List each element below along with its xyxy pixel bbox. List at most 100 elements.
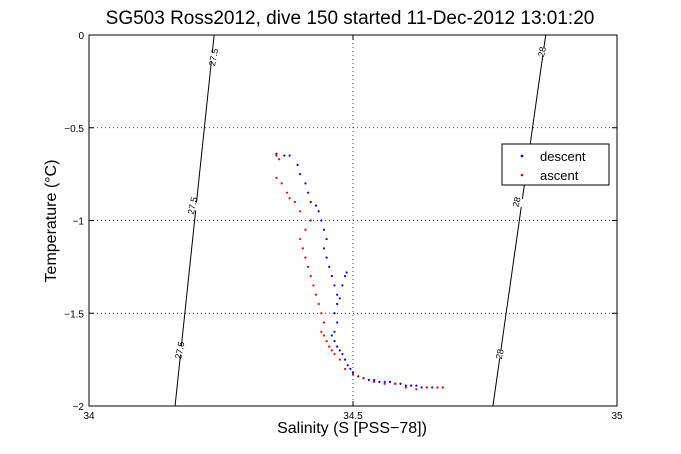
legend-label-ascent: ascent [540, 168, 579, 183]
descent-point [275, 152, 278, 155]
descent-point [325, 256, 328, 259]
ascent-point [330, 349, 333, 352]
descent-point [343, 275, 347, 278]
ascent-point [441, 386, 444, 389]
ascent-point [277, 158, 281, 161]
chart-title: SG503 Ross2012, dive 150 started 11-Dec-… [106, 8, 595, 29]
ascent-point [293, 200, 297, 204]
descent-point [346, 364, 349, 367]
descent-point [431, 386, 434, 389]
descent-point [330, 334, 333, 337]
ascent-point [338, 358, 341, 361]
descent-point [420, 386, 423, 389]
descent-point [345, 271, 348, 274]
ascent-point [320, 330, 323, 333]
x-tick-label: 35 [611, 411, 623, 422]
isopycnal-label: 28 [511, 196, 523, 208]
isopycnal-lines [174, 34, 547, 407]
descent-point [288, 154, 291, 157]
data-points [275, 152, 444, 391]
descent-point [383, 380, 386, 383]
isopycnal-label-bg [488, 347, 512, 361]
ascent-point [275, 176, 278, 179]
y-tick-label: −1 [73, 217, 85, 228]
descent-point [338, 349, 341, 352]
legend: descent ascent [501, 143, 610, 186]
isopycnal-labels: 27.5 27.5 27.5 28 28 28 [168, 45, 554, 361]
ascent-point [322, 334, 326, 337]
ascent-point [362, 377, 365, 380]
isopycnal-label-bg [168, 344, 192, 357]
ascent-point [285, 191, 289, 194]
descent-point [336, 321, 339, 324]
descent-point [336, 345, 339, 348]
ascent-point [299, 210, 302, 213]
ascent-point [280, 182, 283, 185]
ascent-point [275, 154, 278, 157]
ascent-point [304, 228, 307, 231]
descent-point [404, 384, 407, 387]
ascent-point [309, 275, 312, 278]
ascent-point [320, 312, 323, 315]
y-tick-label: −1.5 [64, 309, 84, 320]
descent-point [415, 384, 418, 387]
legend-box [501, 143, 610, 186]
ascent-point [301, 247, 304, 250]
ascent-point [383, 382, 386, 385]
isopycnal-label-bg [530, 45, 554, 58]
ascent-point [373, 380, 376, 383]
descent-point [322, 228, 326, 231]
descent-point [341, 352, 344, 356]
x-tick-labels: 34 34.5 35 [83, 411, 623, 422]
x-axis-label: Salinity (S [PSS−78]) [277, 420, 427, 437]
y-tick-label: −2 [73, 402, 85, 413]
ascent-point [333, 352, 336, 356]
descent-point [325, 237, 328, 241]
isopycnal-label: 28 [494, 348, 506, 360]
isopycnal-label: 27.5 [173, 341, 186, 360]
descent-point [378, 380, 381, 383]
ascent-point [404, 386, 407, 389]
y-axis-label: Temperature (°C) [43, 160, 60, 283]
isopycnal-label: 28 [536, 46, 548, 58]
descent-point [314, 204, 318, 207]
grid-lines [89, 35, 617, 406]
descent-point [283, 154, 286, 157]
y-tick-label: −0.5 [64, 124, 84, 135]
x-tick-label: 34 [83, 411, 95, 422]
descent-point [373, 378, 376, 382]
descent-point [399, 382, 402, 385]
descent-point [307, 191, 310, 194]
x-tick-label: 34.5 [343, 411, 363, 422]
ascent-point [425, 386, 429, 389]
descent-point [320, 219, 323, 222]
descent-point [367, 378, 370, 382]
ascent-point [351, 373, 355, 376]
descent-point [333, 312, 336, 315]
ascent-point [436, 386, 439, 389]
descent-point [322, 247, 326, 250]
isopycnal-label-bg [180, 199, 205, 212]
descent-point [309, 200, 312, 204]
ascent-point [415, 388, 418, 391]
descent-point [333, 284, 336, 287]
descent-point [351, 371, 355, 374]
ascent-point [307, 265, 310, 268]
y-tick-labels: −2 −1.5 −1 −0.5 0 [64, 31, 84, 413]
descent-point [330, 275, 333, 278]
descent-point [388, 380, 392, 383]
descent-point [299, 173, 302, 176]
ascent-point [309, 219, 312, 222]
descent-point [328, 265, 331, 268]
legend-label-descent: descent [540, 149, 586, 164]
descent-point [336, 293, 339, 296]
y-tick-label: 0 [78, 31, 84, 42]
descent-point [338, 297, 341, 300]
descent-point [304, 182, 307, 185]
descent-point [341, 284, 344, 287]
isopycnal-label: 27.5 [186, 196, 199, 215]
ascent-point [314, 293, 318, 296]
descent-point [343, 358, 347, 361]
isopycnal-label: 27.5 [207, 48, 220, 67]
